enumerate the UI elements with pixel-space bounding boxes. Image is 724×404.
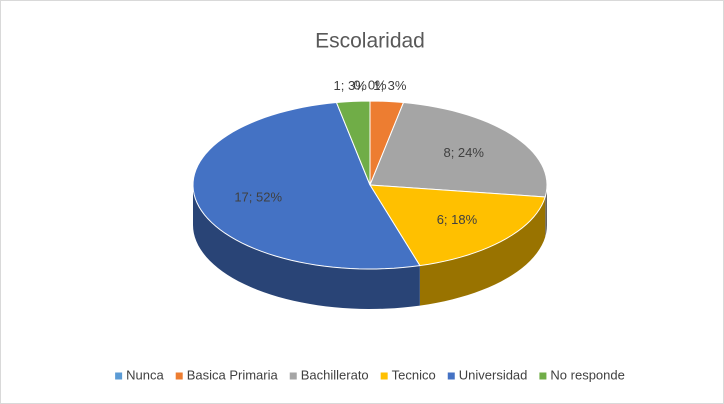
data-label: 1; 3% <box>373 78 407 93</box>
legend-swatch <box>539 372 547 380</box>
data-label: 0; 0% <box>353 77 387 92</box>
data-label: 1; 3% <box>334 78 368 93</box>
legend-label: Basica Primaria <box>187 367 279 382</box>
legend-swatch <box>447 372 455 380</box>
legend-label: Tecnico <box>392 367 436 382</box>
data-label: 6; 18% <box>437 212 478 227</box>
legend-label: Universidad <box>459 367 528 382</box>
legend-label: No responde <box>550 367 624 382</box>
legend-swatch <box>289 372 297 380</box>
legend-swatch <box>175 372 183 380</box>
pie-side <box>193 185 420 309</box>
pie-slice <box>335 100 371 186</box>
pie-slice <box>369 101 548 198</box>
pie-slice <box>192 101 421 270</box>
data-label: 17; 52% <box>234 189 282 204</box>
legend-swatch <box>115 372 123 380</box>
pie-side <box>545 185 547 237</box>
legend-swatch <box>380 372 388 380</box>
pie-side <box>419 196 546 306</box>
data-label: 8; 24% <box>443 145 484 160</box>
chart-title: Escolaridad <box>315 30 425 53</box>
pie-slice <box>369 184 546 267</box>
legend-label: Nunca <box>126 367 164 382</box>
legend-label: Bachillerato <box>301 367 369 382</box>
